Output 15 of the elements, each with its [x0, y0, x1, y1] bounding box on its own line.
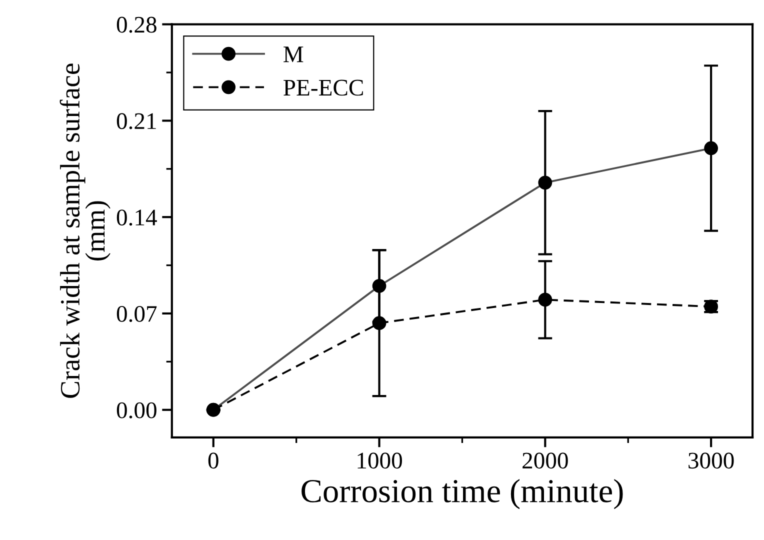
point [538, 292, 552, 307]
x-tick-label: 0 [208, 452, 218, 469]
y-tick-label: 0.21 [116, 113, 156, 130]
y-tick-label: 0.07 [116, 306, 157, 322]
y-tick-label: 0.14 [116, 210, 157, 226]
y-tick-label: 0.00 [116, 402, 156, 418]
legend-label: PE-ECC [284, 80, 363, 96]
x-tick-label: 1000 [358, 452, 402, 469]
x-tick-label: 2000 [522, 452, 568, 469]
x-tick-label: 3000 [688, 452, 734, 469]
x-axis-title: Corrosion time (minute) [302, 478, 623, 510]
y-axis-title: Crack width at sample surface (mm) [60, 64, 110, 398]
y-tick-label: 0.28 [116, 16, 156, 33]
point [372, 316, 386, 330]
legend-label: M [284, 46, 304, 62]
